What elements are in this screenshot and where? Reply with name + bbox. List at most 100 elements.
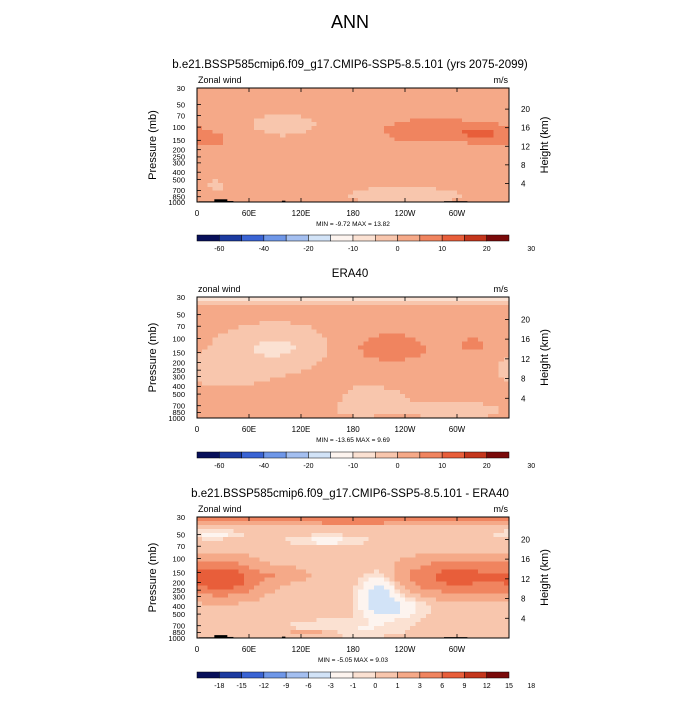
- heatmap-cell: [421, 313, 427, 318]
- heatmap-cell: [259, 107, 265, 111]
- heatmap-cell: [197, 92, 203, 96]
- heatmap-cell: [249, 549, 255, 554]
- heatmap-cell: [322, 341, 328, 346]
- heatmap-cell: [285, 305, 291, 310]
- heatmap-cell: [369, 410, 375, 415]
- heatmap-cell: [306, 573, 312, 578]
- heatmap-cell: [280, 586, 286, 591]
- heatmap-cell: [478, 164, 484, 168]
- heatmap-cell: [207, 103, 213, 107]
- heatmap-cell: [311, 386, 317, 391]
- heatmap-cell: [254, 156, 260, 160]
- heatmap-cell: [228, 410, 234, 415]
- heatmap-cell: [410, 569, 416, 574]
- heatmap-cell: [317, 586, 323, 591]
- heatmap-cell: [410, 553, 416, 558]
- heatmap-cell: [322, 549, 328, 554]
- heatmap-cell: [213, 168, 219, 172]
- heatmap-cell: [337, 191, 343, 195]
- heatmap-cell: [213, 541, 219, 546]
- heatmap-cell: [270, 141, 276, 145]
- colorbar-label: 20: [483, 463, 491, 470]
- heatmap-cell: [218, 153, 224, 157]
- heatmap-cell: [457, 149, 463, 153]
- heatmap-cell: [389, 545, 395, 550]
- heatmap-cell: [244, 525, 250, 530]
- heatmap-cell: [244, 137, 250, 141]
- heatmap-cell: [415, 374, 421, 379]
- heatmap-cell: [410, 390, 416, 395]
- heatmap-cell: [358, 103, 364, 107]
- heatmap-cell: [369, 317, 375, 322]
- heatmap-cell: [374, 382, 380, 387]
- heatmap-cell: [483, 194, 489, 198]
- heatmap-cell: [259, 586, 265, 591]
- heatmap-cell: [400, 529, 406, 534]
- heatmap-cell: [374, 565, 380, 570]
- heatmap-cell: [322, 309, 328, 314]
- heatmap-cell: [483, 126, 489, 130]
- heatmap-cell: [265, 149, 271, 153]
- heatmap-cell: [493, 187, 499, 191]
- heatmap-cell: [202, 549, 208, 554]
- heatmap-cell: [488, 179, 494, 183]
- heatmap-cell: [223, 521, 229, 526]
- heatmap-cell: [374, 362, 380, 367]
- heatmap-cell: [223, 194, 229, 198]
- heatmap-cell: [337, 153, 343, 157]
- heatmap-cell: [400, 92, 406, 96]
- heatmap-cell: [259, 333, 265, 338]
- heatmap-cell: [369, 168, 375, 172]
- colorbar-box: [308, 452, 330, 458]
- heatmap-cell: [358, 578, 364, 583]
- heatmap-cell: [233, 362, 239, 367]
- heatmap-cell: [259, 137, 265, 141]
- heatmap-cell: [327, 126, 333, 130]
- heatmap-cell: [265, 541, 271, 546]
- heatmap-cell: [436, 553, 442, 558]
- heatmap-cell: [249, 345, 255, 350]
- heatmap-cell: [353, 126, 359, 130]
- heatmap-cell: [499, 394, 505, 399]
- heatmap-cell: [478, 134, 484, 138]
- heatmap-cell: [358, 378, 364, 383]
- heatmap-cell: [452, 345, 458, 350]
- heatmap-cell: [447, 525, 453, 530]
- heatmap-cell: [254, 406, 260, 411]
- heatmap-cell: [410, 541, 416, 546]
- heatmap-cell: [254, 573, 260, 578]
- pressure-axis-title: Pressure (mb): [147, 323, 159, 393]
- pressure-tick-label: 70: [177, 322, 185, 331]
- heatmap-cell: [467, 137, 473, 141]
- heatmap-cell: [457, 582, 463, 587]
- heatmap-cell: [296, 337, 302, 342]
- heatmap-cell: [421, 541, 427, 546]
- heatmap-cell: [280, 545, 286, 550]
- heatmap-cell: [369, 297, 375, 302]
- colorbar-box: [286, 452, 308, 458]
- heatmap-cell: [457, 337, 463, 342]
- heatmap-cell: [421, 168, 427, 172]
- heatmap-cell: [213, 130, 219, 134]
- heatmap-cell: [493, 533, 499, 538]
- heatmap-cell: [473, 353, 479, 358]
- heatmap-cell: [483, 187, 489, 191]
- heatmap-cell: [280, 521, 286, 526]
- heatmap-cell: [280, 92, 286, 96]
- heatmap-cell: [452, 325, 458, 330]
- heatmap-cell: [249, 594, 255, 599]
- heatmap-cell: [384, 374, 390, 379]
- heatmap-cell: [285, 118, 291, 122]
- heatmap-cell: [332, 345, 338, 350]
- heatmap-cell: [436, 586, 442, 591]
- heatmap-cell: [337, 309, 343, 314]
- heatmap-cell: [389, 317, 395, 322]
- heatmap-cell: [275, 160, 281, 164]
- heatmap-cell: [233, 187, 239, 191]
- heatmap-cell: [421, 88, 427, 92]
- heatmap-cell: [431, 297, 437, 302]
- heatmap-cell: [493, 183, 499, 187]
- heatmap-cell: [473, 103, 479, 107]
- heatmap-cell: [369, 145, 375, 149]
- heatmap-cell: [317, 521, 323, 526]
